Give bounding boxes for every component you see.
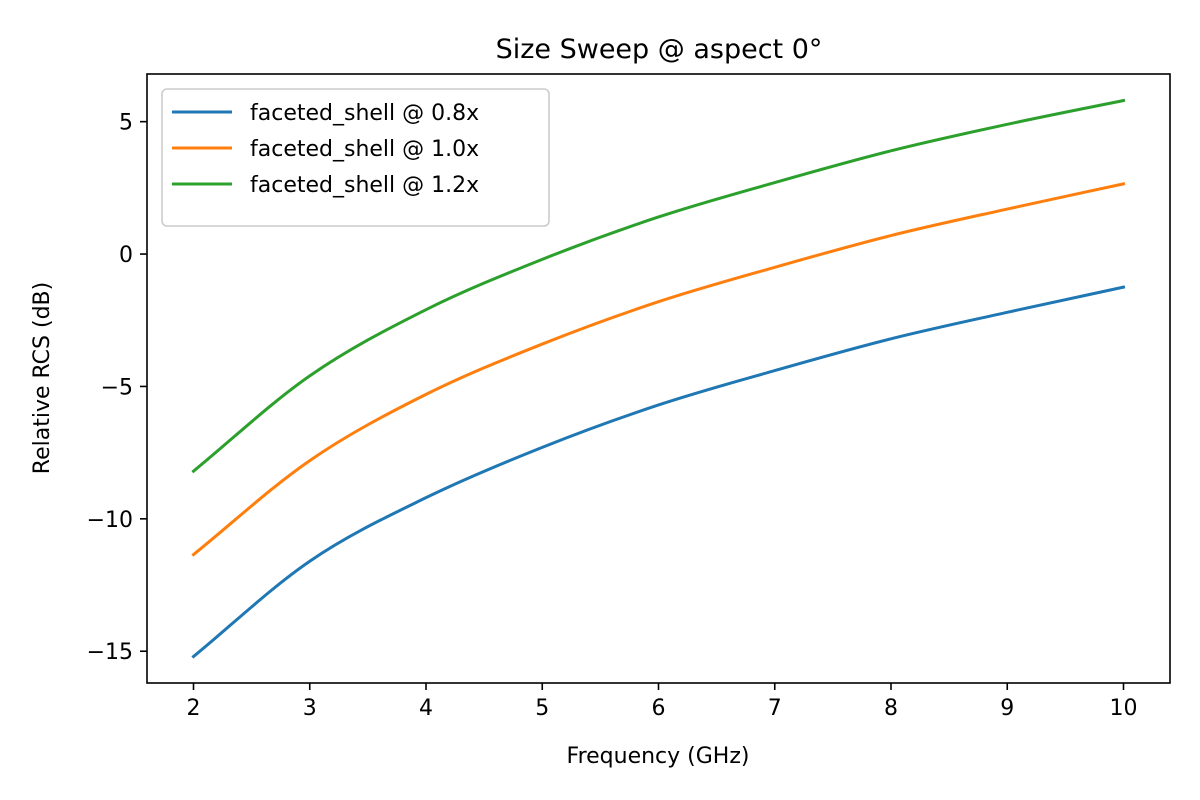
x-tick-label: 6 [652, 696, 666, 721]
x-tick-label: 9 [1000, 696, 1014, 721]
y-tick-label: −5 [101, 375, 133, 400]
y-tick-label: −15 [87, 640, 133, 665]
x-axis-label: Frequency (GHz) [567, 744, 750, 769]
legend-label: faceted_shell @ 1.0x [250, 137, 479, 162]
x-tick-label: 8 [884, 696, 898, 721]
x-tick-label: 10 [1110, 696, 1138, 721]
legend-label: faceted_shell @ 0.8x [250, 101, 479, 126]
y-axis: −15 −10 −5 0 5 [87, 111, 147, 665]
legend: faceted_shell @ 0.8x faceted_shell @ 1.0x… [161, 88, 550, 227]
x-axis: 2 3 4 5 6 7 8 9 10 [187, 683, 1138, 721]
y-tick-label: 5 [119, 111, 133, 136]
x-tick-label: 5 [535, 696, 549, 721]
chart-title: Size Sweep @ aspect 0° [496, 34, 823, 65]
series-line-2 [191, 182, 1126, 557]
y-tick-label: −10 [87, 508, 133, 533]
y-axis-label: Relative RCS (dB) [30, 282, 55, 474]
x-tick-label: 7 [768, 696, 782, 721]
plot-series [191, 98, 1126, 659]
x-tick-label: 4 [419, 696, 433, 721]
series-line-3 [191, 98, 1126, 474]
series-line-1 [191, 285, 1126, 659]
legend-box [161, 88, 550, 227]
x-tick-label: 2 [187, 696, 201, 721]
legend-label: faceted_shell @ 1.2x [250, 173, 479, 198]
y-tick-label: 0 [119, 243, 133, 268]
x-tick-label: 3 [303, 696, 317, 721]
